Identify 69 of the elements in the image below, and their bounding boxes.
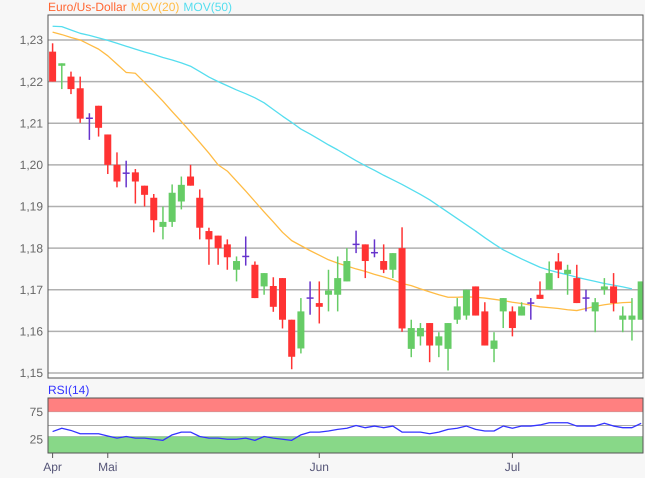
candlestick xyxy=(554,252,562,279)
candlestick xyxy=(500,297,507,329)
y-tick-label: 1,22 xyxy=(20,74,44,89)
candlestick xyxy=(270,276,277,313)
candlestick xyxy=(343,247,350,282)
candlestick xyxy=(536,280,544,300)
candlestick xyxy=(362,244,369,279)
y-tick-label: 1,16 xyxy=(20,324,44,339)
x-tick-label: Jul xyxy=(504,460,520,474)
x-tick-label: Jun xyxy=(310,460,329,474)
y-tick-label: 1,18 xyxy=(20,241,44,256)
candlestick xyxy=(260,272,268,296)
candlestick xyxy=(306,280,314,316)
candlestick xyxy=(389,252,396,279)
candlestick xyxy=(113,152,120,188)
candlestick xyxy=(416,322,424,346)
candlestick xyxy=(546,260,553,290)
candlestick xyxy=(334,256,342,312)
text: MOV(20) xyxy=(130,0,180,14)
candlestick xyxy=(214,234,222,266)
x-tick-label: Mai xyxy=(98,460,118,474)
candlestick xyxy=(233,256,240,282)
text: MOV(50) xyxy=(183,0,232,14)
y-tick-label: 1,23 xyxy=(20,33,44,48)
candlestick xyxy=(380,244,388,274)
candlestick xyxy=(454,297,461,325)
candlestick xyxy=(132,168,139,204)
candlestick xyxy=(122,160,130,188)
candlestick xyxy=(187,164,194,186)
candlestick xyxy=(85,112,94,141)
candlestick xyxy=(526,297,536,320)
candlestick xyxy=(67,70,74,95)
candlestick xyxy=(159,206,166,240)
candlestick xyxy=(435,331,442,358)
y-tick-label: 75 xyxy=(30,404,44,419)
candlestick xyxy=(490,331,498,363)
x-tick-label: Apr xyxy=(43,460,62,474)
candlestick xyxy=(582,289,590,312)
y-tick-label: 25 xyxy=(30,432,44,446)
candlestick xyxy=(241,236,250,266)
y-tick-label: 1,15 xyxy=(20,366,44,380)
text: RSI(14) xyxy=(48,383,90,397)
candlestick xyxy=(564,264,572,296)
candlestick xyxy=(592,297,599,333)
candlestick xyxy=(600,277,608,296)
candlestick xyxy=(205,226,212,266)
candlestick xyxy=(141,184,148,208)
candlestick xyxy=(324,269,332,312)
y-tick-label: 1,17 xyxy=(20,282,44,297)
candlestick xyxy=(370,238,379,258)
candlestick xyxy=(508,306,516,338)
y-tick-label: 1,20 xyxy=(20,158,44,172)
line-series xyxy=(52,422,642,441)
chart-title: Euro/Us-Dollar xyxy=(48,0,127,14)
y-tick-label: 1,21 xyxy=(20,116,44,130)
candlestick xyxy=(408,318,415,358)
y-tick-label: 1,19 xyxy=(20,200,44,214)
candlestick xyxy=(619,306,626,333)
candlestick xyxy=(58,62,66,90)
candlestick xyxy=(178,176,185,210)
candlestick xyxy=(352,230,360,254)
candlestick xyxy=(224,238,231,271)
candlestick xyxy=(610,272,618,312)
candlestick xyxy=(426,322,434,363)
candlestick xyxy=(316,280,323,324)
candlestick xyxy=(95,105,102,138)
candlestick xyxy=(518,301,526,316)
candlestick xyxy=(628,297,636,342)
candlestick xyxy=(150,193,158,234)
